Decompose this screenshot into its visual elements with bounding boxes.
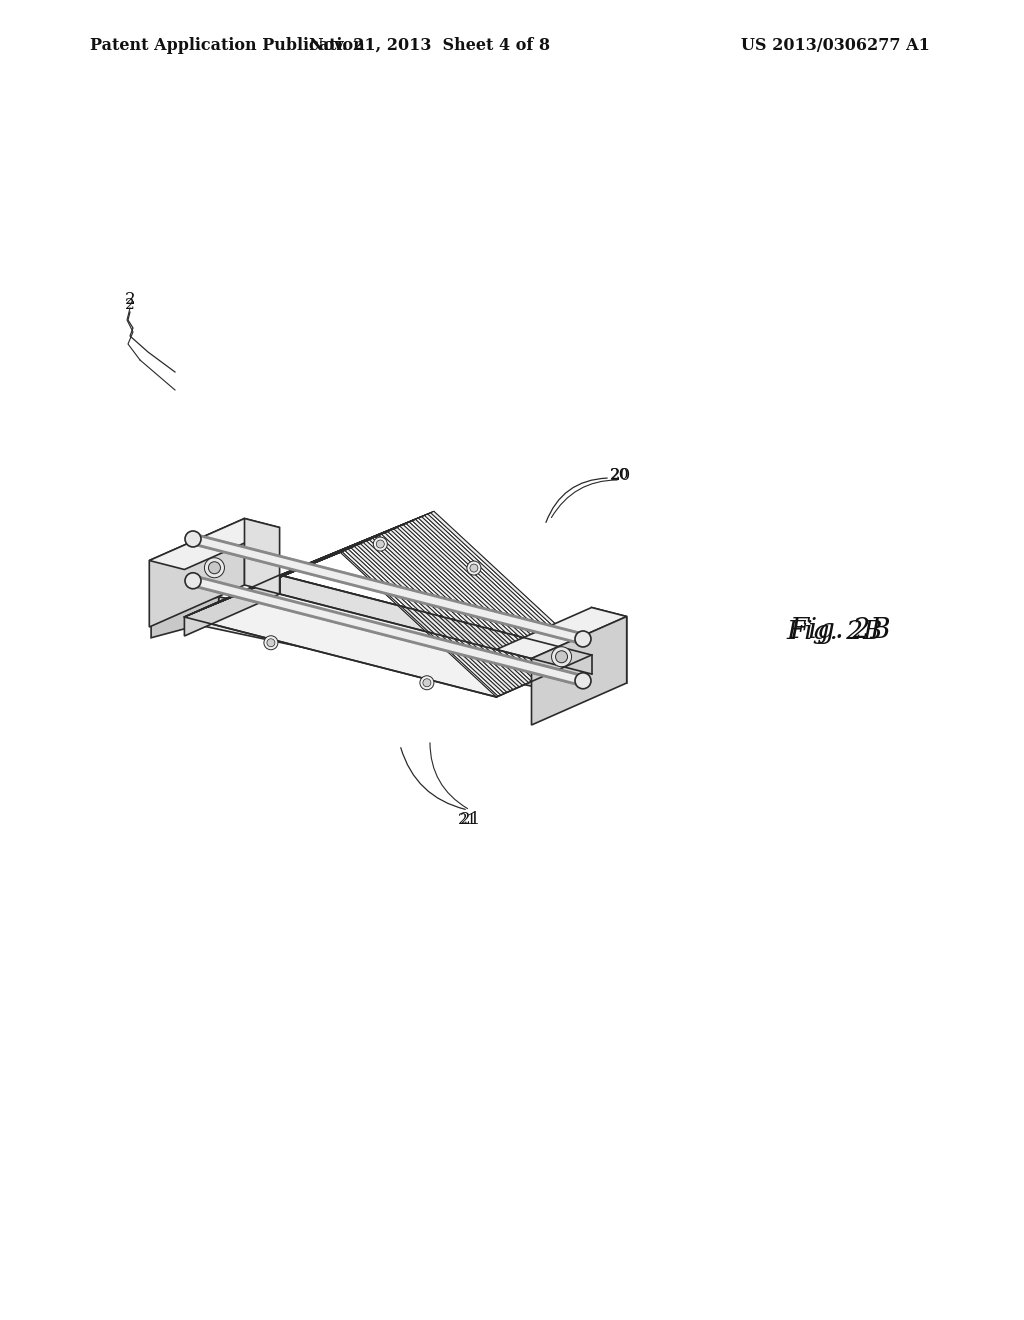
- Polygon shape: [225, 533, 385, 599]
- Polygon shape: [531, 616, 627, 725]
- Polygon shape: [280, 576, 592, 675]
- Polygon shape: [430, 511, 590, 657]
- Circle shape: [575, 631, 591, 647]
- Polygon shape: [400, 525, 559, 671]
- Polygon shape: [207, 541, 367, 607]
- Polygon shape: [213, 539, 373, 605]
- FancyArrowPatch shape: [546, 478, 607, 523]
- Polygon shape: [592, 607, 627, 682]
- Polygon shape: [150, 519, 245, 627]
- Text: Nov. 21, 2013  Sheet 4 of 8: Nov. 21, 2013 Sheet 4 of 8: [309, 37, 551, 54]
- Circle shape: [185, 531, 201, 546]
- Polygon shape: [152, 597, 551, 685]
- Polygon shape: [413, 519, 571, 665]
- Polygon shape: [394, 528, 553, 673]
- Polygon shape: [364, 541, 522, 686]
- Polygon shape: [418, 516, 578, 663]
- Polygon shape: [407, 521, 565, 668]
- Polygon shape: [382, 533, 541, 678]
- Polygon shape: [184, 576, 592, 697]
- Text: 2: 2: [125, 298, 135, 312]
- Circle shape: [185, 573, 201, 589]
- Polygon shape: [376, 536, 535, 681]
- Polygon shape: [357, 544, 516, 689]
- Text: Fig. 2B: Fig. 2B: [790, 616, 891, 644]
- Polygon shape: [238, 528, 397, 594]
- Circle shape: [470, 564, 478, 572]
- Circle shape: [374, 537, 387, 550]
- Text: Fig. 2B: Fig. 2B: [786, 619, 883, 644]
- Polygon shape: [219, 536, 379, 602]
- Circle shape: [467, 561, 481, 576]
- Polygon shape: [268, 513, 428, 579]
- Polygon shape: [184, 576, 280, 636]
- Polygon shape: [219, 597, 551, 690]
- Polygon shape: [351, 546, 510, 692]
- Circle shape: [423, 678, 431, 686]
- Polygon shape: [262, 516, 422, 582]
- Text: 21: 21: [459, 813, 478, 828]
- Polygon shape: [245, 519, 280, 594]
- Polygon shape: [345, 549, 504, 696]
- Circle shape: [267, 639, 274, 647]
- Circle shape: [205, 558, 224, 578]
- Polygon shape: [195, 546, 354, 612]
- Polygon shape: [250, 521, 410, 587]
- Polygon shape: [497, 607, 627, 659]
- Polygon shape: [188, 549, 348, 615]
- Polygon shape: [152, 597, 219, 638]
- Circle shape: [209, 562, 220, 574]
- Polygon shape: [231, 531, 391, 597]
- Circle shape: [420, 676, 434, 690]
- Polygon shape: [388, 531, 547, 676]
- Circle shape: [556, 651, 567, 663]
- Text: 21: 21: [460, 812, 480, 829]
- Polygon shape: [244, 525, 403, 591]
- Polygon shape: [256, 519, 416, 585]
- Polygon shape: [370, 539, 528, 684]
- Polygon shape: [274, 511, 434, 577]
- Circle shape: [575, 673, 591, 689]
- FancyArrowPatch shape: [400, 747, 465, 809]
- Text: US 2013/0306277 A1: US 2013/0306277 A1: [741, 37, 930, 54]
- Circle shape: [264, 636, 278, 649]
- Polygon shape: [424, 513, 584, 660]
- Text: Patent Application Publication: Patent Application Publication: [90, 37, 365, 54]
- Polygon shape: [201, 544, 360, 610]
- Text: 20: 20: [610, 466, 631, 483]
- Polygon shape: [150, 519, 280, 569]
- Polygon shape: [340, 552, 498, 697]
- Text: 2: 2: [125, 292, 135, 309]
- Text: 20: 20: [610, 469, 630, 482]
- Circle shape: [376, 540, 384, 548]
- Circle shape: [552, 647, 571, 667]
- Polygon shape: [184, 552, 342, 616]
